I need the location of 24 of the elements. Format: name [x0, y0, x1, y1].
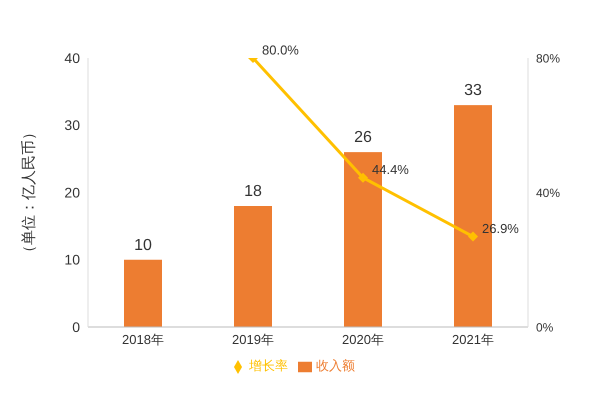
bar	[234, 206, 272, 327]
data-label: 10	[134, 236, 152, 254]
x-tick-label: 2018年	[122, 332, 164, 348]
data-label: 33	[464, 82, 482, 100]
legend-label: 收入额	[316, 358, 355, 373]
data-label: 80.0%	[262, 42, 300, 58]
y-tick-label: 40	[64, 50, 80, 66]
y-axis-title: （单位：亿人民币）	[20, 125, 38, 260]
y2-tick-label: 80%	[536, 51, 560, 66]
legend-label: 增长率	[249, 358, 288, 373]
x-tick-label: 2021年	[452, 332, 494, 348]
x-tick-label: 2019年	[232, 332, 274, 348]
y2-tick-label: 40%	[536, 186, 560, 200]
point	[468, 232, 478, 242]
y-tick-label: 0	[72, 318, 80, 335]
y-tick-label: 30	[64, 117, 80, 134]
y-tick-label: 20	[64, 184, 80, 200]
x-tick-label: 2020年	[342, 332, 384, 348]
y2-tick-label: 0%	[536, 320, 554, 334]
y-tick-label: 10	[64, 252, 80, 268]
data-label: 26	[354, 129, 372, 146]
bar	[124, 260, 162, 327]
data-label: 18	[244, 182, 262, 200]
point	[358, 172, 368, 183]
